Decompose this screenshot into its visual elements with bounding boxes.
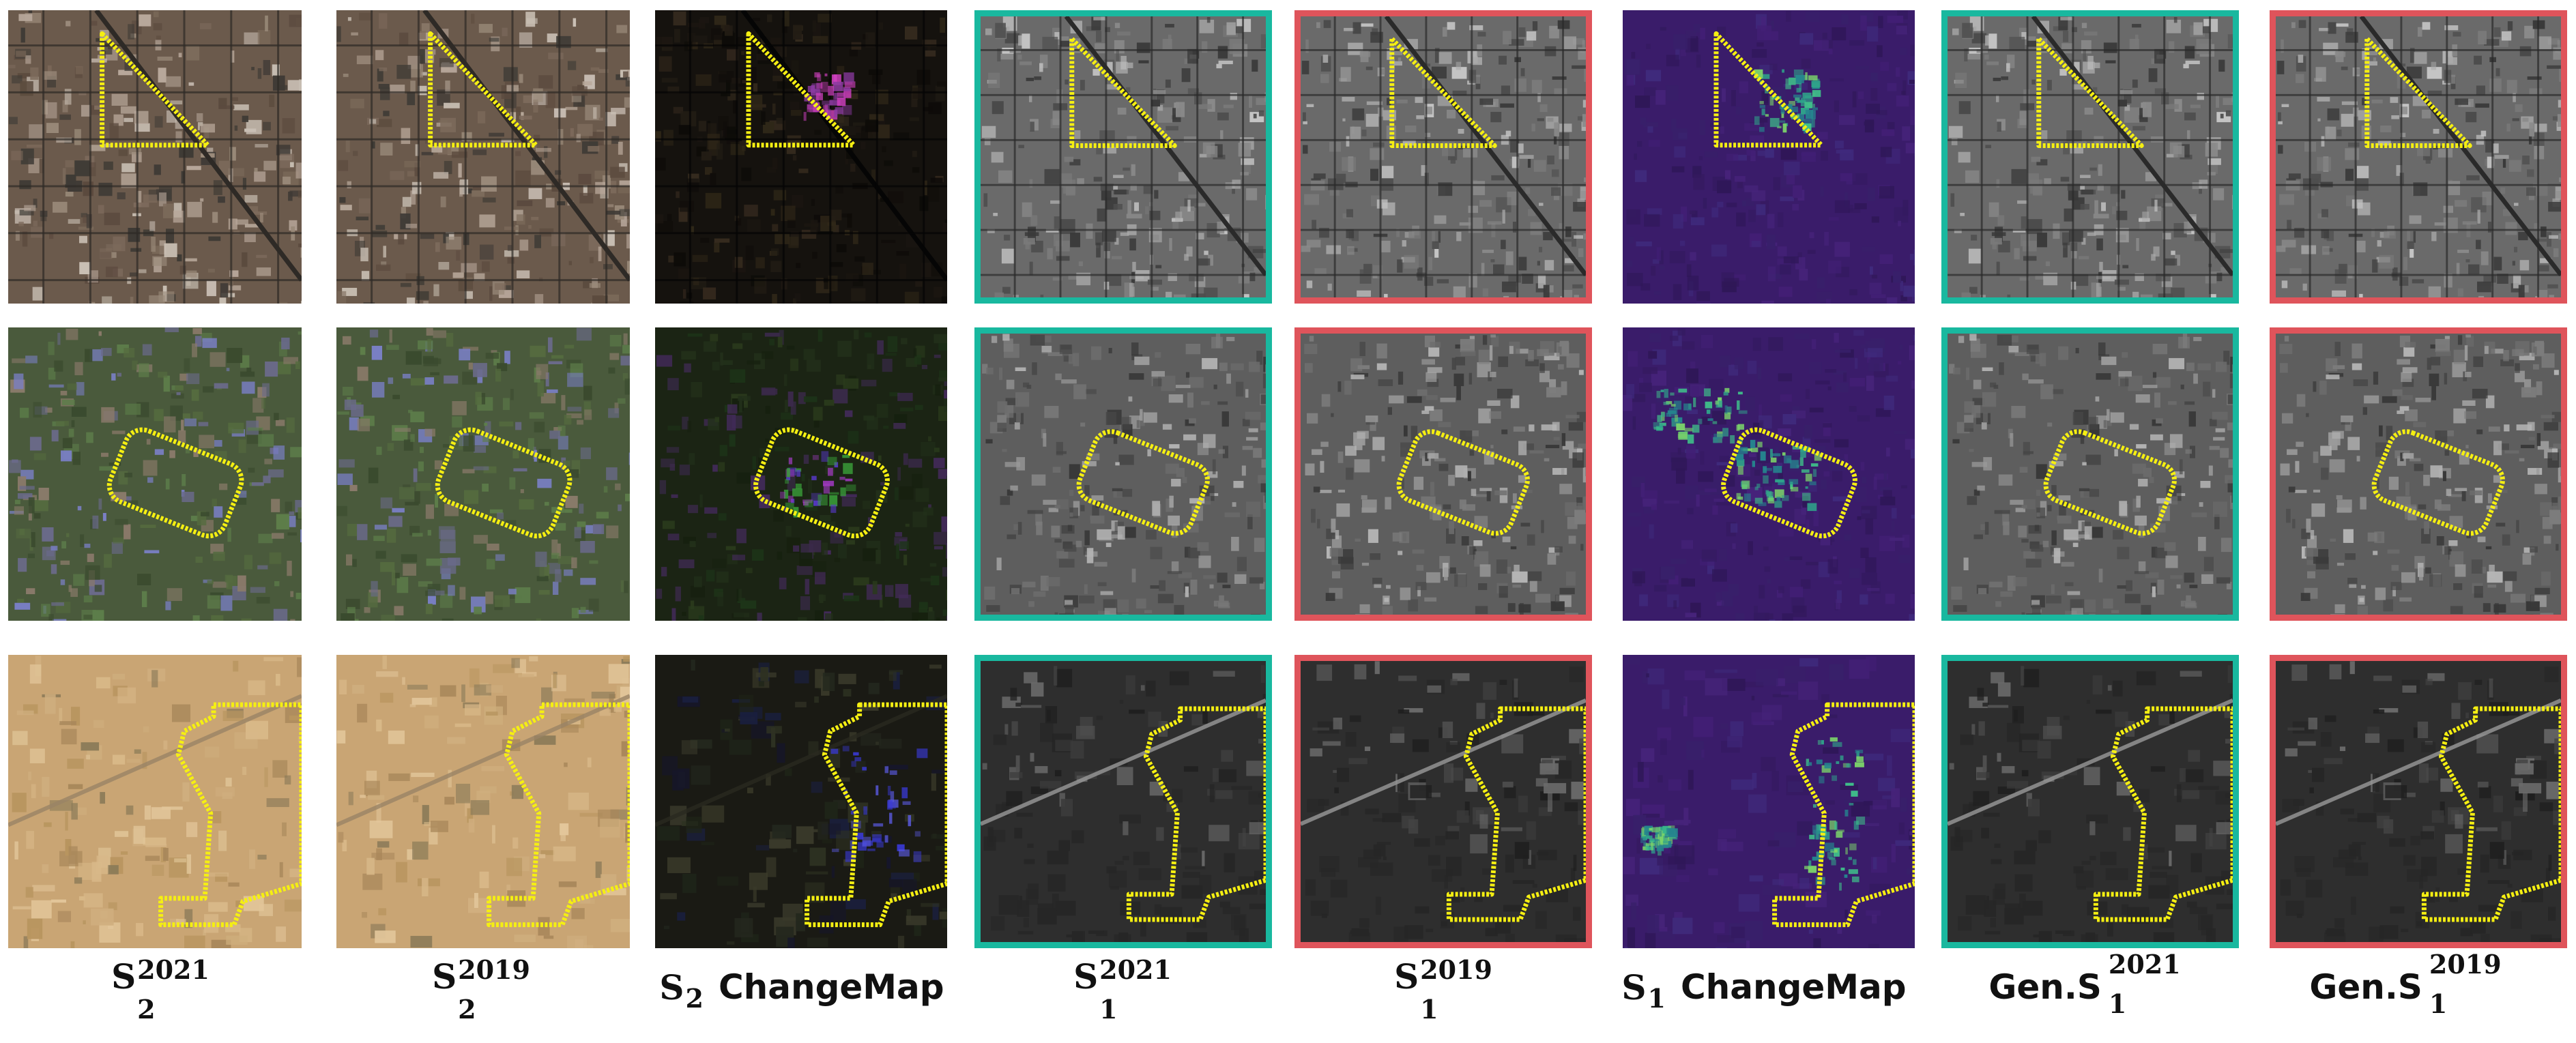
change-region-outline bbox=[489, 705, 630, 925]
caption-gen-s1-2021: Gen.S 2021 1 bbox=[1988, 949, 2181, 1019]
image-tile-s1-changemap-row-1 bbox=[1623, 10, 1915, 304]
image-tile-s1-2019-row-3 bbox=[1294, 655, 1592, 948]
caption-s1-2021: S 2021 1 bbox=[1073, 954, 1172, 1025]
change-region-outline bbox=[1775, 705, 1915, 925]
image-tile-s2-changemap-row-1 bbox=[655, 10, 947, 304]
change-region-outline bbox=[2039, 39, 2141, 146]
image-tile-s1-2019-row-1 bbox=[1294, 10, 1592, 304]
change-region-outline bbox=[2096, 709, 2233, 920]
change-region-outline bbox=[1392, 39, 1494, 146]
image-tile-gen-s1-2019-row-3 bbox=[2270, 655, 2567, 948]
change-region-outline bbox=[102, 33, 208, 145]
change-region-outline bbox=[1072, 39, 1174, 146]
image-tile-gen-s1-2021-row-2 bbox=[1941, 327, 2239, 621]
caption-s2-2021: S 2021 2 bbox=[111, 954, 209, 1025]
image-tile-s1-changemap-row-2 bbox=[1623, 327, 1915, 621]
change-region-outline bbox=[431, 33, 536, 145]
change-region-outline bbox=[161, 705, 302, 925]
change-region-outline bbox=[751, 424, 893, 541]
caption-s1-changemap: S 1 ChangeMap bbox=[1621, 967, 1907, 1014]
caption-gen-s1-2019: Gen.S 2019 1 bbox=[2309, 949, 2502, 1019]
change-region-outline bbox=[1129, 709, 1266, 920]
change-region-outline bbox=[1716, 33, 1821, 145]
image-tile-s2-changemap-row-3 bbox=[655, 655, 947, 948]
image-tile-s2-2019-row-1 bbox=[336, 10, 630, 304]
image-tile-s2-2019-row-2 bbox=[336, 327, 630, 621]
change-region-outline bbox=[749, 33, 854, 145]
change-region-outline bbox=[1449, 709, 1586, 920]
caption-s2-2019: S 2019 2 bbox=[432, 954, 530, 1025]
caption-s2-changemap: S 2 ChangeMap bbox=[659, 967, 944, 1014]
image-tile-gen-s1-2019-row-2 bbox=[2270, 327, 2567, 621]
image-tile-s1-2019-row-2 bbox=[1294, 327, 1592, 621]
image-tile-gen-s1-2021-row-3 bbox=[1941, 655, 2239, 948]
image-tile-s1-changemap-row-3 bbox=[1623, 655, 1915, 948]
image-tile-s2-2021-row-2 bbox=[8, 327, 302, 621]
image-tile-gen-s1-2021-row-1 bbox=[1941, 10, 2239, 304]
change-region-outline bbox=[2424, 709, 2561, 920]
image-tile-s1-2021-row-3 bbox=[974, 655, 1272, 948]
change-region-outline bbox=[432, 424, 575, 541]
image-tile-s2-2021-row-1 bbox=[8, 10, 302, 304]
image-tile-s2-2021-row-3 bbox=[8, 655, 302, 948]
caption-s1-2019: S 2019 1 bbox=[1394, 954, 1492, 1025]
image-tile-s1-2021-row-2 bbox=[974, 327, 1272, 621]
change-region-outline bbox=[104, 424, 246, 541]
change-region-outline bbox=[1718, 424, 1860, 541]
change-region-outline bbox=[807, 705, 947, 925]
image-tile-gen-s1-2019-row-1 bbox=[2270, 10, 2567, 304]
image-tile-s2-changemap-row-2 bbox=[655, 327, 947, 621]
image-tile-s2-2019-row-3 bbox=[336, 655, 630, 948]
change-region-outline bbox=[2367, 39, 2470, 146]
image-tile-s1-2021-row-1 bbox=[974, 10, 1272, 304]
